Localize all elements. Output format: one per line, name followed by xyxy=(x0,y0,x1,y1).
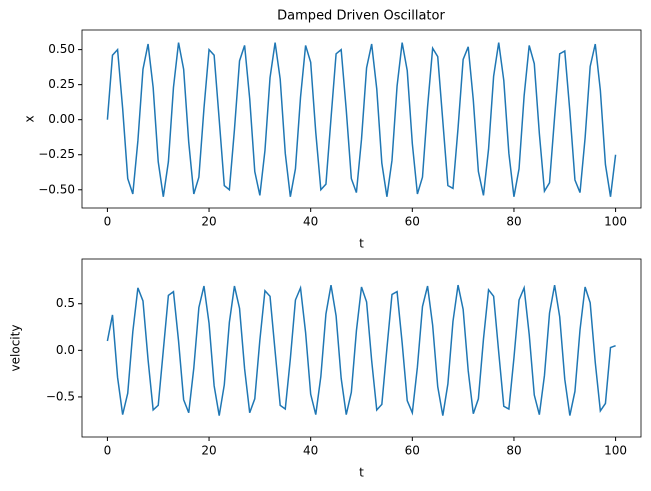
y-axis-label: x xyxy=(23,115,37,122)
x-tick-label: 0 xyxy=(104,215,112,229)
x-tick-label: 40 xyxy=(303,444,318,458)
x-axis-label: t xyxy=(359,466,364,480)
x-tick-label: 100 xyxy=(604,215,627,229)
axes-frame xyxy=(81,29,642,209)
x-tick-label: 100 xyxy=(604,444,627,458)
y-tick-label: 0.25 xyxy=(48,77,75,91)
x-tick-label: 80 xyxy=(506,444,521,458)
y-tick-label: 0.5 xyxy=(56,296,75,310)
x-tick-label: 60 xyxy=(405,215,420,229)
y-tick-label: 0.00 xyxy=(48,112,75,126)
x-tick-label: 0 xyxy=(104,444,112,458)
y-tick-label: −0.50 xyxy=(38,182,75,196)
x-tick-label: 20 xyxy=(201,215,216,229)
x-axis-label: t xyxy=(359,237,364,251)
data-line xyxy=(106,284,616,416)
x-tick-label: 60 xyxy=(405,444,420,458)
data-line xyxy=(106,42,617,197)
y-tick-label: −0.5 xyxy=(46,389,75,403)
axes-frame xyxy=(81,258,642,438)
y-tick-label: −0.25 xyxy=(38,147,75,161)
y-axis-label: velocity xyxy=(9,325,23,372)
x-tick-label: 80 xyxy=(506,215,521,229)
y-tick-label: 0.50 xyxy=(48,42,75,56)
figure-title: Damped Driven Oscillator xyxy=(277,9,445,24)
x-tick-label: 20 xyxy=(201,444,216,458)
x-tick-label: 40 xyxy=(303,215,318,229)
y-tick-label: 0.0 xyxy=(56,343,75,357)
